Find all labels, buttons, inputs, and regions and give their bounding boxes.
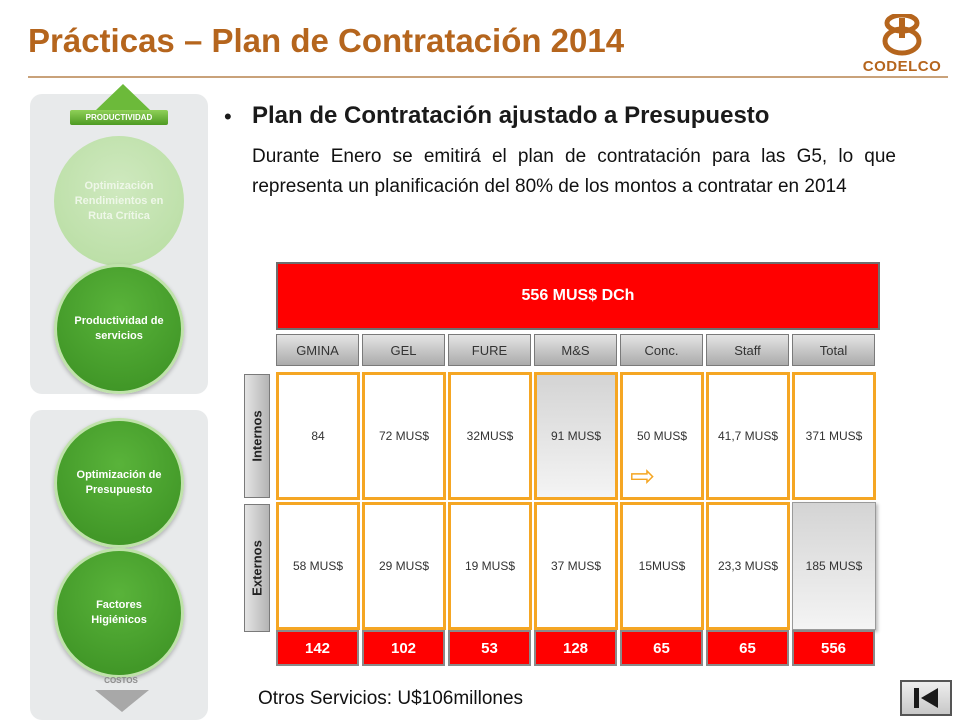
cell-internos-gmina: 84 — [276, 372, 360, 500]
total-total: 556 — [792, 630, 875, 666]
header-ms: M&S — [534, 334, 617, 366]
row-label-internos: Internos — [244, 374, 270, 498]
section-paragraph: Durante Enero se emitirá el plan de cont… — [252, 146, 896, 197]
header-fure: FURE — [448, 334, 531, 366]
total-ms: 128 — [534, 630, 617, 666]
row-label-internos-text: Internos — [249, 410, 265, 462]
header-staff: Staff — [706, 334, 789, 366]
cell-internos-fure: 32MUS$ — [448, 372, 532, 500]
codelco-logo: CODELCO — [854, 14, 950, 76]
cell-externos-ms: 37 MUS$ — [534, 502, 618, 630]
footnote: Otros Servicios: U$106millones — [258, 688, 524, 709]
cell-internos-gel: 72 MUS$ — [362, 372, 446, 500]
arrow-down-icon — [95, 690, 149, 712]
header-total: Total — [792, 334, 875, 366]
productividad-tab: PRODUCTIVIDAD — [70, 110, 168, 125]
row-label-externos: Externos — [244, 504, 270, 632]
circle-factores-higienicos[interactable]: Factores Higiénicos — [54, 548, 184, 678]
cell-externos-conc: 15MUS$ — [620, 502, 704, 630]
right-arrow-icon: ⇨ — [630, 460, 656, 493]
total-fure: 53 — [448, 630, 531, 666]
codelco-logo-icon — [882, 14, 922, 56]
header-gel: GEL — [362, 334, 445, 366]
total-gmina: 142 — [276, 630, 359, 666]
row-label-externos-text: Externos — [249, 540, 265, 596]
first-slide-button[interactable] — [900, 680, 952, 716]
title-divider — [28, 76, 948, 78]
costos-label: COSTOS — [104, 676, 138, 685]
total-gel: 102 — [362, 630, 445, 666]
circle-optimizacion-presupuesto[interactable]: Optimización de Presupuesto — [54, 418, 184, 548]
bullet: • — [224, 104, 232, 129]
table-banner: 556 MUS$ DCh — [276, 262, 880, 330]
circle-productividad-servicios[interactable]: Productividad de servicios — [54, 264, 184, 394]
cell-internos-ms: 91 MUS$ — [534, 372, 618, 500]
cell-externos-staff: 23,3 MUS$ — [706, 502, 790, 630]
first-slide-icon — [914, 688, 938, 708]
page-title: Prácticas – Plan de Contratación 2014 — [28, 22, 625, 59]
total-staff: 65 — [706, 630, 789, 666]
cell-externos-fure: 19 MUS$ — [448, 502, 532, 630]
logo-text: CODELCO — [862, 58, 942, 75]
section-heading: Plan de Contratación ajustado a Presupue… — [252, 102, 770, 129]
circle-optimizacion-rendimientos[interactable]: Optimización Rendimientos en Ruta Crític… — [54, 136, 184, 266]
cell-externos-gmina: 58 MUS$ — [276, 502, 360, 630]
cell-internos-total: 371 MUS$ — [792, 372, 876, 500]
cell-internos-conc: 50 MUS$ — [620, 372, 704, 500]
total-conc: 65 — [620, 630, 703, 666]
header-gmina: GMINA — [276, 334, 359, 366]
arrow-up-icon — [96, 84, 150, 110]
cell-externos-gel: 29 MUS$ — [362, 502, 446, 630]
header-conc: Conc. — [620, 334, 703, 366]
cell-internos-staff: 41,7 MUS$ — [706, 372, 790, 500]
cell-externos-total: 185 MUS$ — [792, 502, 876, 630]
